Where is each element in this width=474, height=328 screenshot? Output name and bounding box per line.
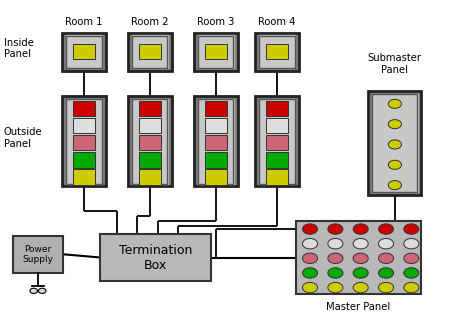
Circle shape xyxy=(38,288,46,294)
FancyBboxPatch shape xyxy=(73,152,95,168)
Circle shape xyxy=(378,238,393,249)
FancyBboxPatch shape xyxy=(73,101,95,116)
FancyBboxPatch shape xyxy=(13,236,63,273)
FancyBboxPatch shape xyxy=(205,169,227,185)
Circle shape xyxy=(388,99,401,108)
FancyBboxPatch shape xyxy=(132,99,168,184)
Circle shape xyxy=(353,224,368,234)
Circle shape xyxy=(302,268,318,278)
FancyBboxPatch shape xyxy=(205,44,227,59)
FancyBboxPatch shape xyxy=(194,32,237,71)
Circle shape xyxy=(328,238,343,249)
Circle shape xyxy=(328,268,343,278)
Circle shape xyxy=(388,140,401,149)
FancyBboxPatch shape xyxy=(139,152,161,168)
FancyBboxPatch shape xyxy=(66,99,101,183)
Circle shape xyxy=(404,238,419,249)
Circle shape xyxy=(328,224,343,234)
FancyBboxPatch shape xyxy=(266,135,288,151)
FancyBboxPatch shape xyxy=(139,169,161,185)
FancyBboxPatch shape xyxy=(198,99,234,183)
FancyBboxPatch shape xyxy=(205,118,227,133)
Text: Inside
Panel: Inside Panel xyxy=(4,38,34,59)
Text: Room 3: Room 3 xyxy=(197,17,235,28)
FancyBboxPatch shape xyxy=(73,118,95,133)
FancyBboxPatch shape xyxy=(132,35,167,68)
FancyBboxPatch shape xyxy=(128,32,172,71)
Circle shape xyxy=(388,120,401,129)
Circle shape xyxy=(378,253,393,263)
FancyBboxPatch shape xyxy=(194,96,237,186)
FancyBboxPatch shape xyxy=(66,35,102,68)
FancyBboxPatch shape xyxy=(296,221,421,294)
Text: Termination
Box: Termination Box xyxy=(119,243,192,272)
Text: Room 2: Room 2 xyxy=(131,17,169,28)
FancyBboxPatch shape xyxy=(205,152,227,168)
FancyBboxPatch shape xyxy=(255,32,299,71)
Text: Submaster
Panel: Submaster Panel xyxy=(368,53,422,74)
Circle shape xyxy=(404,268,419,278)
Text: Outside
Panel: Outside Panel xyxy=(4,127,42,149)
FancyBboxPatch shape xyxy=(259,99,295,184)
Circle shape xyxy=(388,181,401,190)
FancyBboxPatch shape xyxy=(66,99,102,184)
FancyBboxPatch shape xyxy=(73,135,95,151)
Text: Master Panel: Master Panel xyxy=(326,302,391,312)
Circle shape xyxy=(30,288,37,294)
FancyBboxPatch shape xyxy=(100,234,211,281)
Circle shape xyxy=(378,268,393,278)
FancyBboxPatch shape xyxy=(205,135,227,151)
FancyBboxPatch shape xyxy=(368,91,421,195)
FancyBboxPatch shape xyxy=(198,99,234,184)
FancyBboxPatch shape xyxy=(62,32,106,71)
FancyBboxPatch shape xyxy=(73,169,95,185)
Circle shape xyxy=(353,282,368,293)
FancyBboxPatch shape xyxy=(198,35,234,68)
Text: Room 4: Room 4 xyxy=(258,17,296,28)
Circle shape xyxy=(388,160,401,169)
Circle shape xyxy=(353,253,368,263)
Circle shape xyxy=(404,253,419,263)
FancyBboxPatch shape xyxy=(139,135,161,151)
FancyBboxPatch shape xyxy=(139,118,161,133)
FancyBboxPatch shape xyxy=(255,96,299,186)
FancyBboxPatch shape xyxy=(259,35,295,68)
Circle shape xyxy=(328,253,343,263)
FancyBboxPatch shape xyxy=(198,35,234,68)
Circle shape xyxy=(328,282,343,293)
FancyBboxPatch shape xyxy=(266,169,288,185)
Circle shape xyxy=(302,282,318,293)
FancyBboxPatch shape xyxy=(266,152,288,168)
Circle shape xyxy=(378,224,393,234)
FancyBboxPatch shape xyxy=(266,118,288,133)
Text: Power
Supply: Power Supply xyxy=(22,245,54,264)
Circle shape xyxy=(378,282,393,293)
Circle shape xyxy=(353,268,368,278)
FancyBboxPatch shape xyxy=(373,94,417,192)
Circle shape xyxy=(404,282,419,293)
FancyBboxPatch shape xyxy=(66,35,101,68)
FancyBboxPatch shape xyxy=(132,35,168,68)
FancyBboxPatch shape xyxy=(372,94,418,192)
FancyBboxPatch shape xyxy=(139,44,161,59)
Circle shape xyxy=(353,238,368,249)
FancyBboxPatch shape xyxy=(266,101,288,116)
FancyBboxPatch shape xyxy=(73,44,95,59)
Circle shape xyxy=(404,224,419,234)
Circle shape xyxy=(302,224,318,234)
FancyBboxPatch shape xyxy=(62,96,106,186)
Text: Room 1: Room 1 xyxy=(65,17,102,28)
FancyBboxPatch shape xyxy=(259,35,295,68)
FancyBboxPatch shape xyxy=(128,96,172,186)
FancyBboxPatch shape xyxy=(139,101,161,116)
FancyBboxPatch shape xyxy=(266,44,288,59)
FancyBboxPatch shape xyxy=(205,101,227,116)
FancyBboxPatch shape xyxy=(259,99,295,183)
Circle shape xyxy=(302,238,318,249)
Circle shape xyxy=(302,253,318,263)
FancyBboxPatch shape xyxy=(132,99,167,183)
